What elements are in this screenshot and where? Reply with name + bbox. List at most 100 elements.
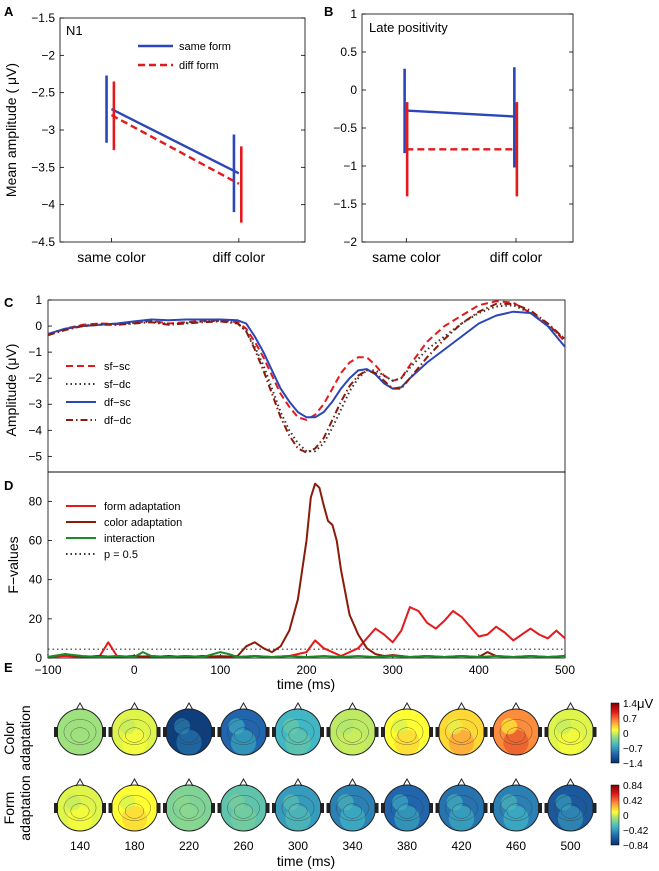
legend-label: interaction [104, 533, 155, 545]
nose [348, 777, 357, 787]
ear [211, 803, 215, 813]
y-tick-label: −3 [28, 397, 42, 411]
contour-line [125, 727, 144, 743]
legend: form adaptation color adaptation interacti… [66, 501, 182, 561]
x-tick-label: 0 [131, 663, 138, 677]
ear [483, 803, 488, 813]
ear [490, 803, 494, 813]
scalp-frontal [228, 794, 245, 811]
y-tick-label: 1 [350, 7, 357, 21]
time-label: 500 [560, 839, 580, 853]
contour-line [288, 727, 308, 743]
ear [429, 803, 433, 813]
contour-line [561, 803, 580, 819]
colorbar-tick-label: 0 [623, 811, 629, 822]
contour-line [397, 803, 417, 819]
y-axis-label: Mean amplitude ( μV) [3, 63, 19, 197]
x-tick-label: same color [372, 249, 441, 265]
ear [108, 727, 113, 737]
ear [217, 803, 222, 813]
topomap [381, 701, 433, 756]
y-tick-label: −0.5 [333, 121, 357, 135]
time-label: 180 [124, 839, 144, 853]
colorbar-tick-label: 0.7 [623, 714, 637, 725]
scalp-frontal [337, 794, 354, 811]
x-tick-label: −100 [34, 663, 61, 677]
y-ticks: 1 0 −1 −2 −3 −4 −5 [28, 293, 52, 463]
ear [163, 803, 167, 813]
ear [320, 727, 324, 737]
panel-label-d: D [4, 478, 13, 493]
nose [75, 701, 85, 711]
scalp-frontal [65, 794, 82, 811]
scalp-frontal [501, 794, 518, 811]
y-tick-label: −4.5 [31, 235, 55, 249]
x-tick-label: diff color [213, 249, 266, 265]
y-tick-label: −3.5 [31, 160, 55, 174]
ear [435, 727, 440, 737]
scalp-frontal [337, 718, 354, 735]
topomap [544, 701, 597, 756]
panel-label-c: C [4, 295, 14, 310]
contour-line [397, 727, 417, 743]
ear [538, 803, 542, 813]
series-line [47, 310, 566, 419]
ear [156, 727, 161, 737]
y-tick-label: −2 [41, 48, 55, 62]
nose [130, 701, 139, 711]
contour-line [336, 795, 369, 821]
legend-label: p = 0.5 [104, 549, 138, 561]
y-tick-label: 40 [29, 573, 43, 587]
axes-frame [361, 13, 574, 243]
time-labels: 140 180 220 260 300 340 380 420 460 500 [70, 839, 581, 853]
x-axis-label: time (ms) [277, 853, 335, 869]
y-tick-label: −1 [343, 159, 357, 173]
legend-label: form adaptation [104, 501, 180, 513]
ear [102, 803, 106, 813]
time-label: 420 [451, 839, 471, 853]
nose [511, 777, 521, 787]
nose [566, 701, 575, 711]
y-tick-label: −1.5 [333, 197, 357, 211]
chart-title: Late positivity [369, 20, 448, 35]
contour-line [343, 803, 362, 819]
topomap [163, 701, 215, 756]
colorbar-tick-label: −0.42 [623, 826, 649, 837]
legend: sf−sc sf−dc df−sc df−dc [66, 361, 132, 427]
topomap [490, 777, 542, 832]
legend-label: color adaptation [104, 517, 182, 529]
ear [54, 803, 58, 813]
contour-line [561, 727, 580, 743]
contour-line [445, 719, 478, 745]
contour-line [179, 803, 199, 819]
ear [592, 727, 597, 737]
time-label: 220 [179, 839, 199, 853]
nose [457, 701, 466, 711]
ear [435, 803, 440, 813]
nose [293, 701, 303, 711]
ear [265, 727, 270, 737]
contour-line [70, 727, 90, 743]
topomap [544, 777, 597, 832]
scalp-frontal [283, 718, 300, 735]
ear [544, 803, 549, 813]
ear [156, 803, 161, 813]
contour-line [179, 727, 199, 743]
scalp-frontal [446, 794, 463, 811]
legend-label: same form [179, 41, 231, 53]
scalp-frontal [174, 718, 191, 735]
colorbar-tick-label: −0.7 [623, 744, 643, 755]
x-tick-label: 300 [383, 663, 403, 677]
x-ticks: same color diff color [77, 238, 266, 265]
ear [490, 727, 494, 737]
scalp-frontal [501, 718, 518, 735]
ear [429, 727, 433, 737]
y-axis-label: Amplitude (μV) [3, 344, 19, 437]
contour-line [227, 719, 260, 745]
contour-line [288, 803, 308, 819]
topomap [381, 777, 433, 832]
x-tick-label: 400 [469, 663, 489, 677]
ear [272, 727, 276, 737]
ear [374, 803, 379, 813]
y-tick-label: −4 [28, 423, 42, 437]
